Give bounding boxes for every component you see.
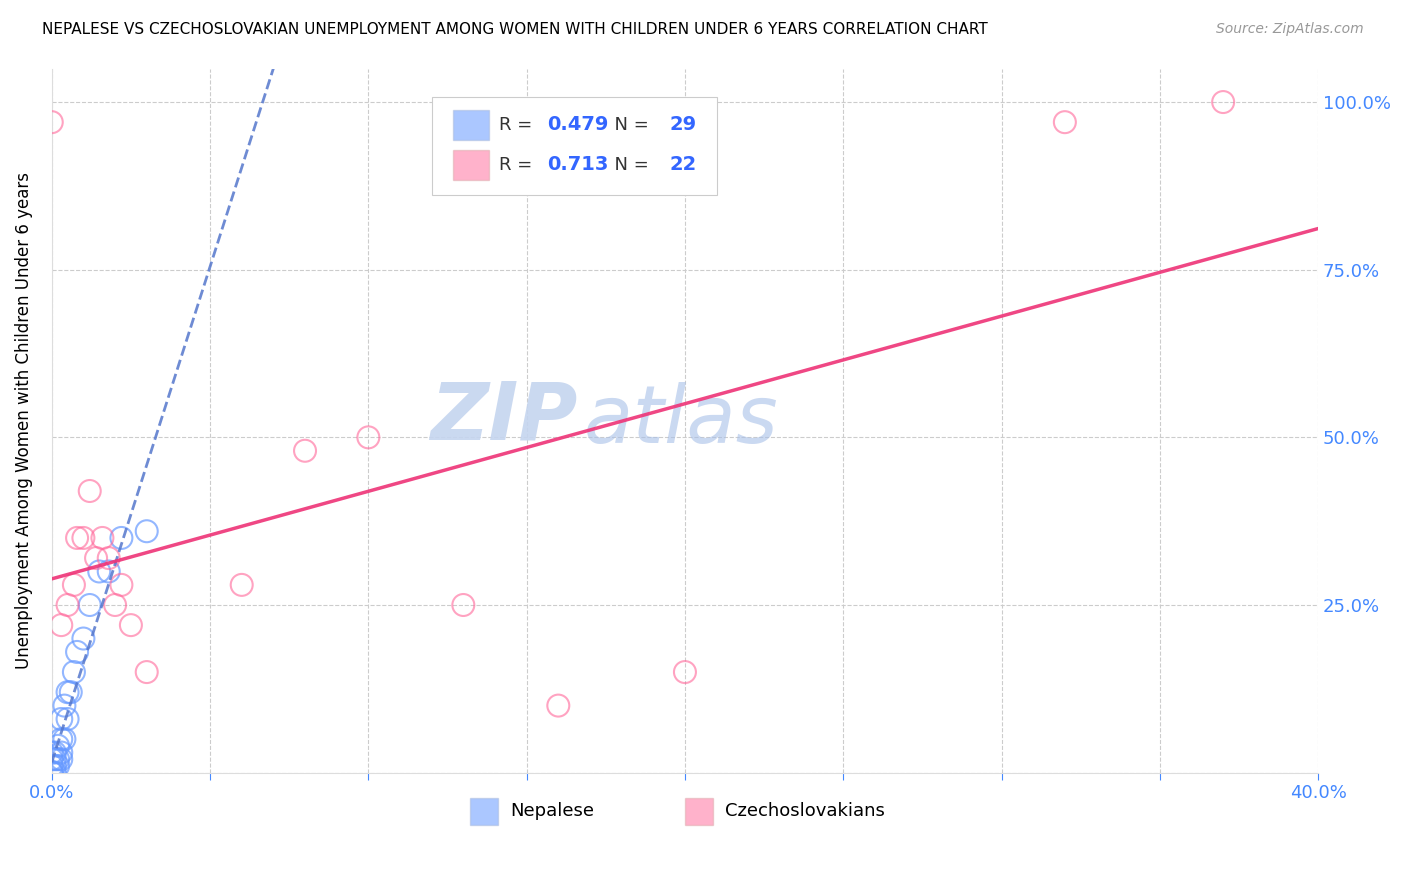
Point [51,618,73,632]
Point [63,578,86,592]
Point [72,632,94,646]
Bar [453,150,489,180]
Point [51,746,73,760]
Point [41,746,63,760]
Point [51,732,73,747]
Text: N =: N = [603,156,654,174]
Point [89,565,111,579]
Text: Source: ZipAtlas.com: Source: ZipAtlas.com [1216,22,1364,37]
Text: Nepalese: Nepalese [510,803,595,821]
Text: 22: 22 [669,155,697,175]
Point [66,531,89,545]
Point [91,531,114,545]
Point [97,551,120,566]
Bar [453,110,489,140]
Point [44,746,66,760]
Point [294,443,316,458]
Point [56,598,79,612]
Point [51,712,73,726]
Point [44,759,66,773]
Point [41,759,63,773]
Point [41,765,63,780]
Text: atlas: atlas [583,382,779,459]
FancyBboxPatch shape [432,96,717,195]
Point [56,685,79,699]
Point [59,685,82,699]
Y-axis label: Unemployment Among Women with Children Under 6 years: Unemployment Among Women with Children U… [15,172,32,669]
Text: 0.713: 0.713 [547,155,609,175]
Point [66,645,89,659]
Point [41,115,63,129]
Point [547,698,569,713]
Point [44,752,66,766]
Text: R =: R = [499,116,537,134]
Point [63,665,86,679]
Point [104,598,127,612]
Bar [470,798,498,825]
Point [1053,115,1076,129]
Point [453,598,475,612]
Text: NEPALESE VS CZECHOSLOVAKIAN UNEMPLOYMENT AMONG WOMEN WITH CHILDREN UNDER 6 YEARS: NEPALESE VS CZECHOSLOVAKIAN UNEMPLOYMENT… [42,22,988,37]
Point [673,665,696,679]
Point [51,752,73,766]
Bar [685,798,713,825]
Text: 29: 29 [669,115,697,135]
Point [53,698,76,713]
Point [120,618,142,632]
Point [97,565,120,579]
Point [135,665,157,679]
Point [41,765,63,780]
Point [84,551,107,566]
Point [53,732,76,747]
Point [110,578,132,592]
Text: ZIP: ZIP [430,378,578,456]
Point [44,765,66,780]
Point [46,739,69,753]
Text: Czechoslovakians: Czechoslovakians [725,803,886,821]
Point [1212,95,1234,109]
Point [231,578,253,592]
Point [56,712,79,726]
Point [135,524,157,539]
Point [110,531,132,545]
Text: 0.479: 0.479 [547,115,609,135]
Point [79,598,101,612]
Point [79,483,101,498]
Point [41,752,63,766]
Point [46,752,69,766]
Point [72,531,94,545]
Point [357,430,380,444]
Text: N =: N = [603,116,654,134]
Text: R =: R = [499,156,537,174]
Point [46,759,69,773]
